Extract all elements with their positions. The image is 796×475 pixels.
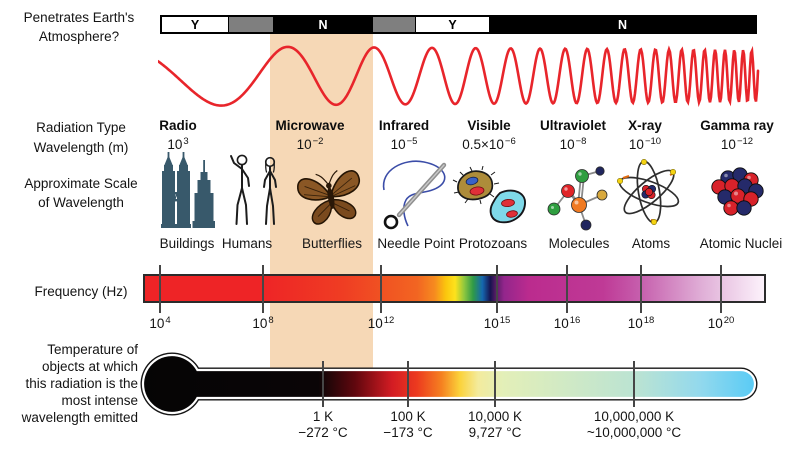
radiation-type-xray: X-ray 10−10 (590, 118, 700, 152)
temperature-tick-label: 10,000 K 9,727 °C (467, 409, 523, 440)
frequency-tick-label: 1020 (707, 315, 735, 331)
frequency-tick-label: 1015 (483, 315, 511, 331)
frequency-tick-label: 1018 (627, 315, 655, 331)
scale-label-atoms: Atoms (631, 236, 671, 251)
atmosphere-segment-yes: Y (162, 17, 228, 32)
gamma-label: Gamma ray (700, 118, 774, 133)
scale-label-buildings: Buildings (159, 236, 215, 251)
atmosphere-segment-no: N (273, 17, 372, 32)
thermometer-icon (140, 352, 758, 416)
microwave-wavelength: 10−2 (296, 136, 324, 152)
radiation-type-infrared: Infrared 10−5 (349, 118, 459, 152)
microwave-label: Microwave (275, 118, 345, 133)
frequency-tick-label: 1012 (367, 315, 395, 331)
radiation-type-microwave: Microwave 10−2 (255, 118, 365, 152)
ultraviolet-label: Ultraviolet (539, 118, 607, 133)
protozoans-icon (452, 166, 526, 224)
buildings-icon (161, 152, 215, 228)
scale-label-molecules: Molecules (548, 236, 610, 251)
radio-wavelength: 103 (167, 136, 189, 152)
frequency-tick (380, 265, 382, 313)
molecules-icon (547, 166, 608, 231)
temperature-tick-label: 100 K −173 °C (383, 409, 433, 440)
frequency-tick-label: 104 (149, 315, 171, 331)
scale-label-humans: Humans (221, 236, 273, 251)
infrared-wavelength: 10−5 (390, 136, 418, 152)
wavelength-wave-icon (158, 45, 760, 108)
xray-wavelength: 10−10 (628, 136, 662, 152)
frequency-tick-label: 1016 (553, 315, 581, 331)
frequency-tick (262, 265, 264, 313)
temperature-tick (407, 361, 409, 407)
frequency-tick (159, 265, 161, 313)
frequency-tick (720, 265, 722, 313)
radiation-type-ultraviolet: Ultraviolet 10−8 (518, 118, 628, 152)
temperature-tick-label: 1 K −272 °C (298, 409, 348, 440)
frequency-row-label: Frequency (Hz) (34, 284, 128, 299)
atmosphere-segment-partial (372, 17, 415, 32)
scale-label-atomic-nuclei: Atomic Nuclei (699, 236, 783, 251)
scale-label-protozoans: Protozoans (458, 236, 528, 251)
atmosphere-segment-yes: Y (415, 17, 489, 32)
visible-wavelength: 0.5×10−6 (462, 136, 516, 152)
frequency-tick-label: 108 (252, 315, 274, 331)
temperature-row-label: Temperature of objects at which this rad… (21, 342, 138, 425)
temperature-tick-label: 10,000,000 K ~10,000,000 °C (586, 409, 682, 440)
scale-label-needle-point: Needle Point (377, 236, 455, 251)
frequency-tick (640, 265, 642, 313)
radiation-type-radio: Radio 103 (123, 118, 233, 152)
radiation-type-row-label: Radiation Type Wavelength (m) (33, 120, 129, 155)
ultraviolet-wavelength: 10−8 (559, 136, 587, 152)
atmosphere-segment-no: N (489, 17, 755, 32)
atmosphere-row-label: Penetrates Earth's Atmosphere? (23, 10, 135, 44)
needle-icon (382, 160, 447, 230)
gamma-wavelength: 10−12 (720, 136, 754, 152)
atmosphere-bar: Y N Y N (160, 15, 757, 34)
atomic-nuclei-icon (711, 167, 764, 216)
frequency-gradient-bar (143, 274, 766, 303)
atom-icon (617, 159, 680, 226)
approximate-scale-row-label: Approximate Scale of Wavelength (24, 176, 138, 210)
radiation-type-visible: Visible 0.5×10−6 (434, 118, 544, 152)
radiation-type-gamma: Gamma ray 10−12 (677, 118, 796, 152)
visible-label: Visible (467, 118, 511, 133)
frequency-tick (566, 265, 568, 313)
temperature-tick (322, 361, 324, 407)
radio-label: Radio (159, 118, 197, 133)
frequency-tick (496, 265, 498, 313)
temperature-tick (494, 361, 496, 407)
scale-label-butterflies: Butterflies (301, 236, 363, 251)
atmosphere-segment-partial (228, 17, 273, 32)
xray-label: X-ray (628, 118, 662, 133)
infrared-label: Infrared (378, 118, 430, 133)
temperature-tick (633, 361, 635, 407)
